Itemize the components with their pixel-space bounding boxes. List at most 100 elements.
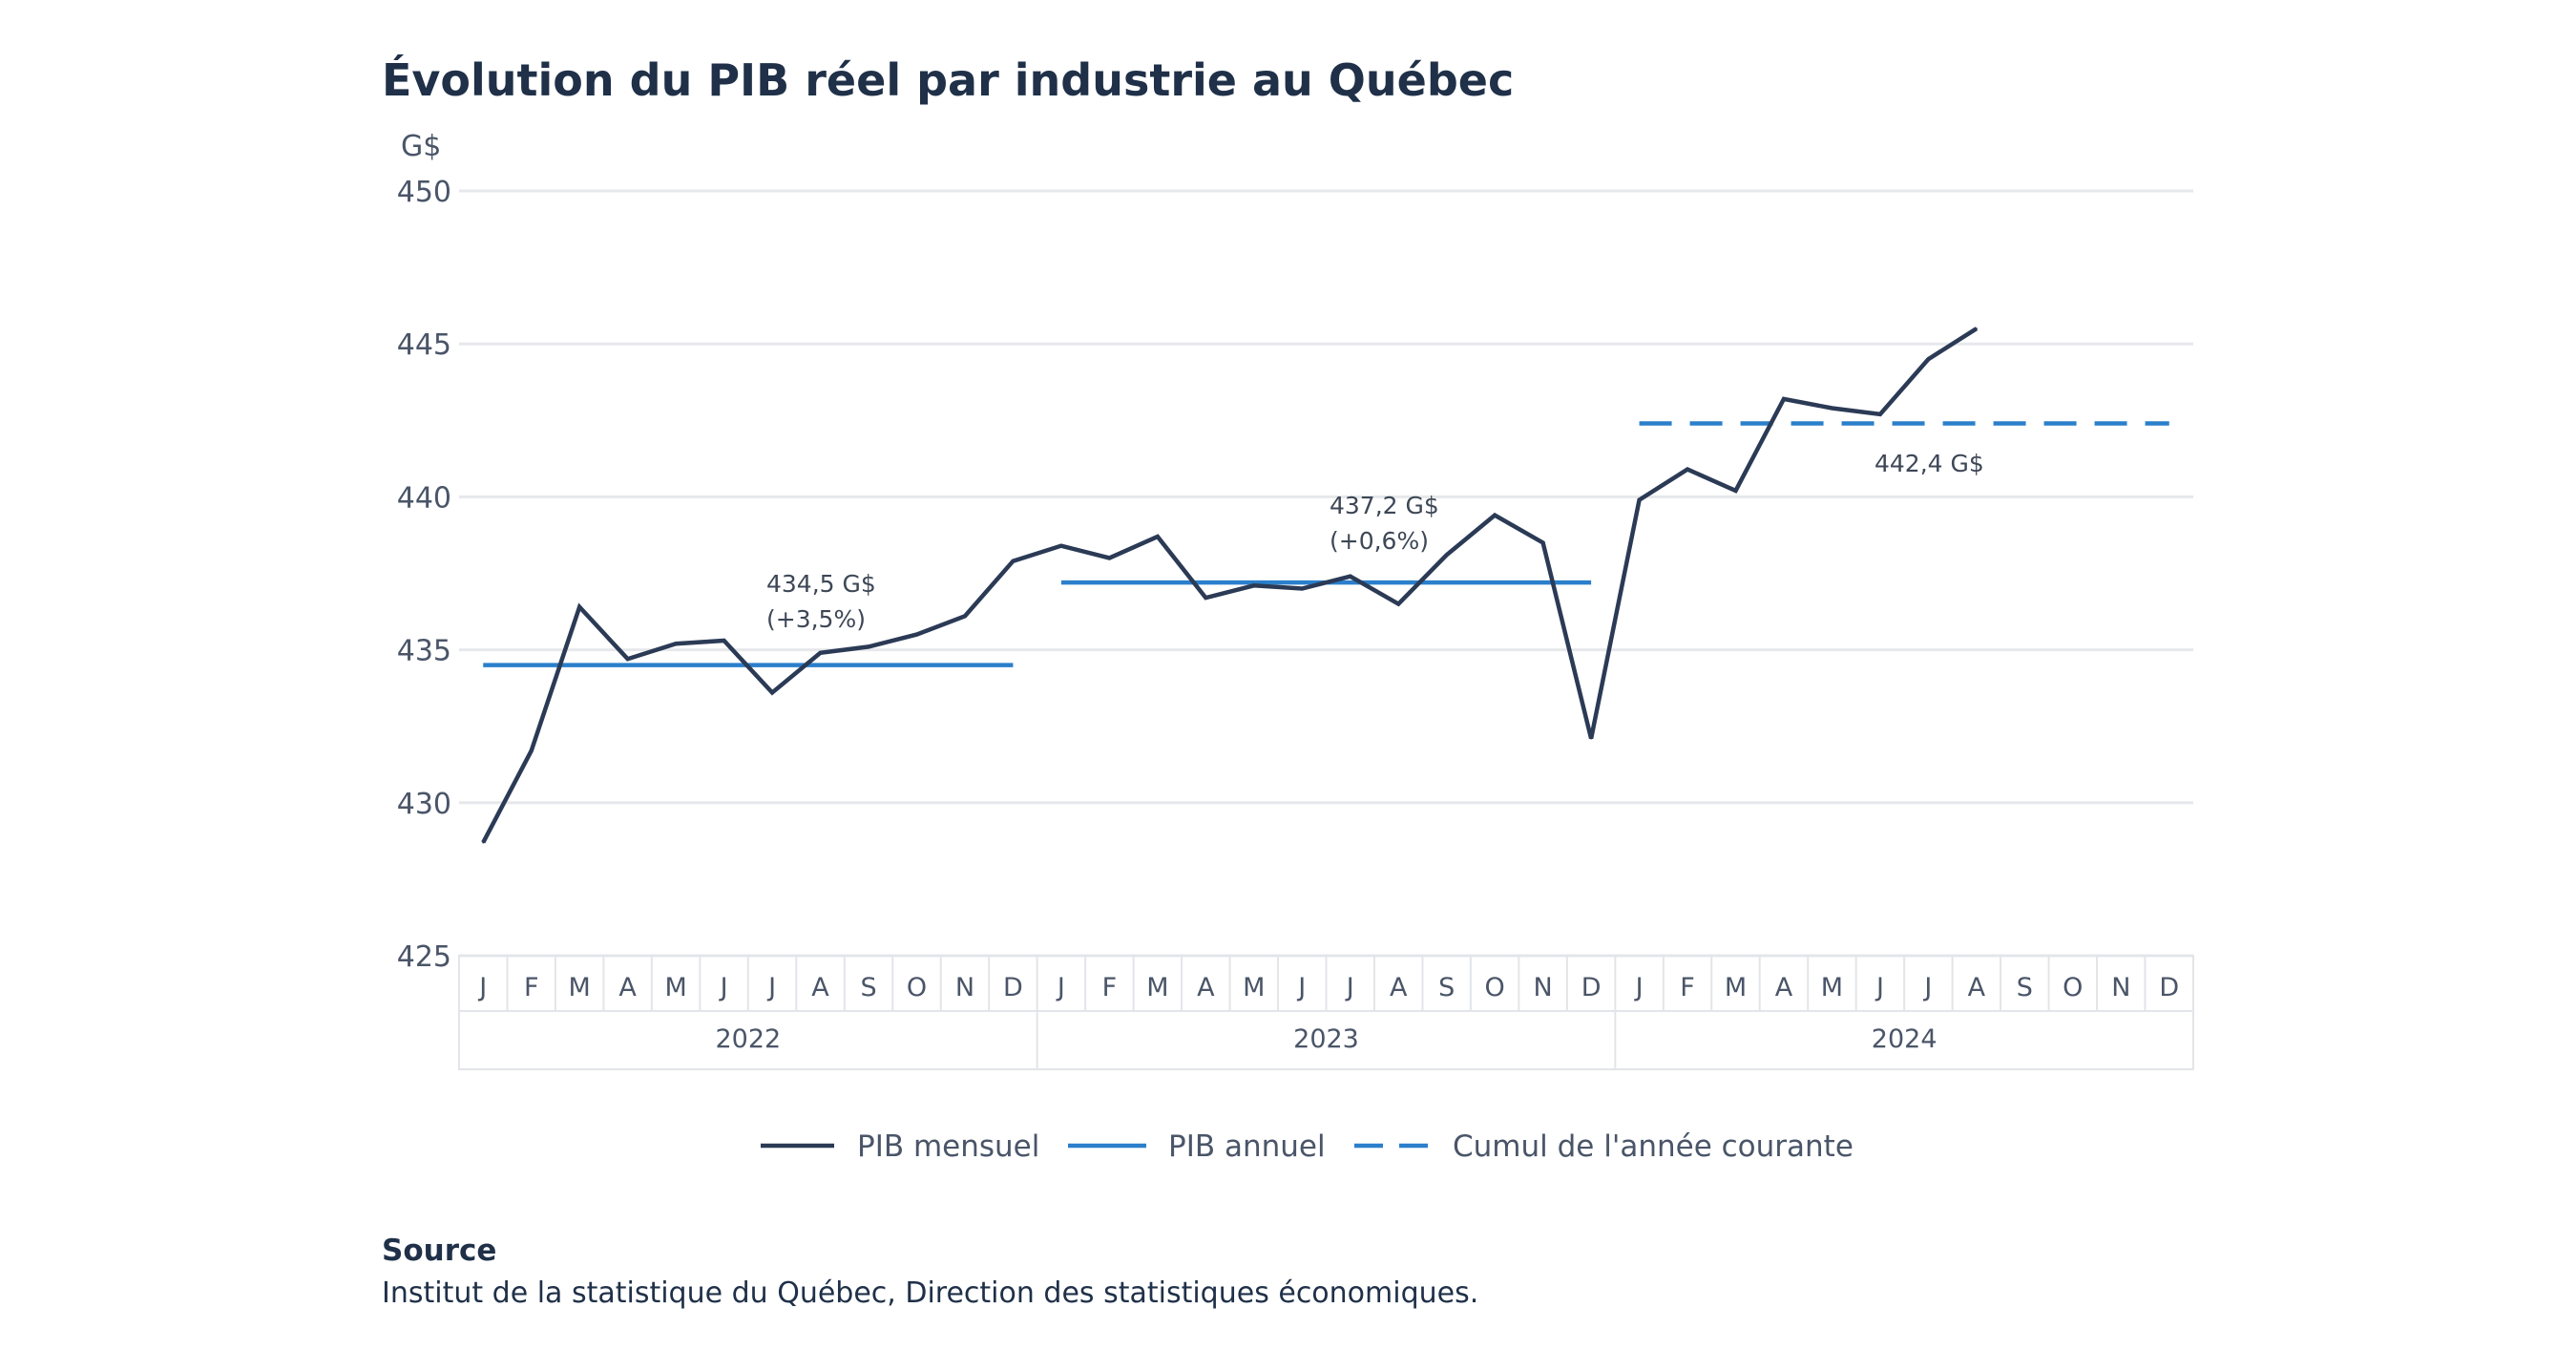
x-tick-label-year: 2023 xyxy=(1293,1024,1359,1054)
x-tick-label-month: F xyxy=(524,973,539,1002)
monthly-point xyxy=(1734,489,1737,492)
monthly-point xyxy=(1108,557,1111,559)
monthly-point xyxy=(915,633,918,636)
monthly-point xyxy=(1349,575,1351,578)
x-tick-label-month: S xyxy=(2017,973,2033,1002)
legend-item[interactable]: Cumul de l'année courante xyxy=(1354,1129,1853,1164)
monthly-point xyxy=(868,645,870,648)
x-tick-label-month: O xyxy=(2063,973,2083,1002)
x-tick-label-month: J xyxy=(1634,973,1644,1002)
y-tick-label: 425 xyxy=(397,940,451,974)
y-tick-label: 450 xyxy=(397,176,451,209)
monthly-point xyxy=(1975,327,1978,330)
legend-item[interactable]: PIB annuel xyxy=(1068,1129,1326,1164)
monthly-point xyxy=(1397,602,1400,605)
monthly-point xyxy=(675,643,678,645)
x-tick-label-month: J xyxy=(1922,973,1932,1002)
x-tick-label-month: S xyxy=(860,973,876,1002)
monthly-point xyxy=(530,749,533,752)
annotation-label: 442,4 G$ xyxy=(1874,450,1984,477)
monthly-point xyxy=(1301,587,1304,590)
annotation-label: (+3,5%) xyxy=(766,605,866,633)
x-tick-label-month: J xyxy=(1056,973,1065,1002)
x-tick-label-month: O xyxy=(1485,973,1505,1002)
monthly-point xyxy=(1590,737,1593,740)
monthly-point xyxy=(1494,514,1497,517)
x-tick-label-month: M xyxy=(1821,973,1843,1002)
legend: PIB mensuel PIB annuel Cumul de l'année co… xyxy=(761,1129,1853,1164)
x-tick-label-month: N xyxy=(1534,973,1553,1002)
y-tick-label: 430 xyxy=(397,788,451,821)
monthly-point xyxy=(1445,554,1448,557)
legend-item[interactable]: PIB mensuel xyxy=(761,1129,1039,1164)
x-tick-label-month: M xyxy=(1146,973,1168,1002)
chart-title: Évolution du PIB réel par industrie au Q… xyxy=(382,54,1514,106)
monthly-point xyxy=(1541,541,1544,544)
monthly-point xyxy=(1686,468,1689,471)
monthly-point xyxy=(771,691,774,694)
annotations: 434,5 G$ (+3,5%) 437,2 G$ (+0,6%) 442,4 G$ xyxy=(766,450,1984,633)
y-tick-label: 445 xyxy=(397,328,451,362)
x-tick-label-month: F xyxy=(1680,973,1695,1002)
x-tick-label-month: A xyxy=(1775,973,1793,1002)
monthly-point xyxy=(626,658,629,661)
x-tick-label-month: M xyxy=(664,973,686,1002)
x-tick-label-month: M xyxy=(1725,973,1747,1002)
legend-label: PIB mensuel xyxy=(857,1129,1039,1164)
x-tick-label-month: J xyxy=(1296,973,1306,1002)
monthly-point xyxy=(1927,358,1930,361)
monthly-point xyxy=(1252,584,1255,587)
monthly-point xyxy=(819,651,822,654)
x-tick-label-month: F xyxy=(1102,973,1118,1002)
x-tick-label-month: N xyxy=(2111,973,2130,1002)
monthly-line xyxy=(481,327,1979,844)
x-tick-label-month: S xyxy=(1438,973,1455,1002)
y-axis-ticks: 425 430 435 440 445 450 xyxy=(397,176,451,974)
x-tick-label-month: M xyxy=(1243,973,1265,1002)
y-tick-label: 435 xyxy=(397,635,451,668)
y-axis-unit: G$ xyxy=(401,130,441,163)
x-tick-label-month: J xyxy=(477,973,487,1002)
x-tick-label-month: A xyxy=(1968,973,1986,1002)
y-tick-label: 440 xyxy=(397,481,451,515)
monthly-point xyxy=(1878,412,1881,415)
monthly-point xyxy=(1782,397,1785,400)
x-tick-label-month: N xyxy=(955,973,974,1002)
x-tick-label-month: D xyxy=(2159,973,2179,1002)
x-tick-label-month: J xyxy=(766,973,776,1002)
legend-label: PIB annuel xyxy=(1168,1129,1326,1164)
x-tick-label-month: D xyxy=(1581,973,1602,1002)
annotation-label: (+0,6%) xyxy=(1330,527,1429,555)
monthly-point xyxy=(1638,498,1641,501)
x-tick-label-month: A xyxy=(811,973,829,1002)
monthly-point xyxy=(1156,536,1159,538)
x-tick-label-month: J xyxy=(719,973,728,1002)
x-tick-label-month: M xyxy=(569,973,591,1002)
legend-label: Cumul de l'année courante xyxy=(1453,1129,1853,1164)
x-tick-label-month: J xyxy=(1874,973,1884,1002)
monthly-point xyxy=(1059,544,1062,547)
source-text: Institut de la statistique du Québec, Di… xyxy=(382,1276,1478,1310)
x-tick-label-year: 2024 xyxy=(1872,1024,1937,1054)
monthly-point xyxy=(723,639,725,642)
x-axis: J F M A M J J A S O N D J F M A M J J A S O N D J F M A M J J A S O N D2022… xyxy=(458,955,2194,1070)
x-tick-label-month: A xyxy=(618,973,637,1002)
monthly-point xyxy=(963,615,966,618)
monthly-point xyxy=(1012,559,1015,562)
annotation-label: 437,2 G$ xyxy=(1330,492,1439,519)
gridlines xyxy=(459,189,2193,958)
x-tick-label-month: O xyxy=(907,973,927,1002)
monthly-point xyxy=(578,605,581,608)
x-tick-label-month: D xyxy=(1003,973,1023,1002)
source-heading: Source xyxy=(382,1234,496,1268)
x-tick-label-month: A xyxy=(1197,973,1215,1002)
x-tick-label-month: J xyxy=(1345,973,1354,1002)
annotation-label: 434,5 G$ xyxy=(766,570,876,598)
monthly-series xyxy=(481,327,1979,844)
monthly-point xyxy=(1204,597,1207,600)
x-tick-label-year: 2022 xyxy=(715,1024,781,1054)
monthly-point xyxy=(482,841,485,844)
monthly-point xyxy=(1831,407,1833,410)
x-tick-label-month: A xyxy=(1390,973,1408,1002)
